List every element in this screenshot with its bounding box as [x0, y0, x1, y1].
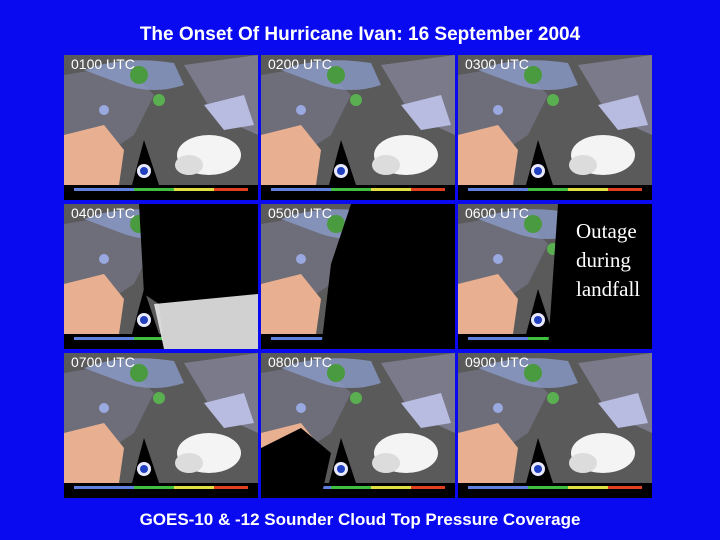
satellite-panel: 0500 UTC	[261, 204, 455, 349]
footer: GOES-10 & -12 Sounder Cloud Top Pressure…	[139, 510, 581, 529]
satellite-image	[458, 55, 652, 200]
satellite-image	[261, 353, 455, 498]
satellite-image	[261, 55, 455, 200]
slide-title: The Onset Of Hurricane Ivan: 16 Septembe…	[139, 24, 581, 45]
note: Outage during landfall	[576, 219, 641, 301]
satellite-image	[458, 353, 652, 498]
panel-label: 0800 UTC	[268, 354, 332, 370]
panel-label: 0400 UTC	[71, 205, 135, 221]
satellite-image	[64, 353, 258, 498]
satellite-panel: 0900 UTC	[458, 353, 652, 498]
satellite-panel: 0100 UTC	[64, 55, 258, 200]
panel-label: 0600 UTC	[465, 205, 529, 221]
satellite-panel: 0600 UTC	[458, 204, 652, 349]
satellite-panel: 0700 UTC	[64, 353, 258, 498]
satellite-panel: 0200 UTC	[261, 55, 455, 200]
satellite-panel: 0300 UTC	[458, 55, 652, 200]
satellite-panel: 0400 UTC	[64, 204, 258, 349]
satellite-panel: 0800 UTC	[261, 353, 455, 498]
satellite-image	[458, 204, 652, 349]
panel-label: 0100 UTC	[71, 56, 135, 72]
panel-label: 0200 UTC	[268, 56, 332, 72]
satellite-image	[261, 204, 455, 349]
satellite-image	[64, 55, 258, 200]
panel-label: 0900 UTC	[465, 354, 529, 370]
panel-label: 0300 UTC	[465, 56, 529, 72]
panel-label: 0700 UTC	[71, 354, 135, 370]
panel-label: 0500 UTC	[268, 205, 332, 221]
satellite-image	[64, 204, 258, 349]
